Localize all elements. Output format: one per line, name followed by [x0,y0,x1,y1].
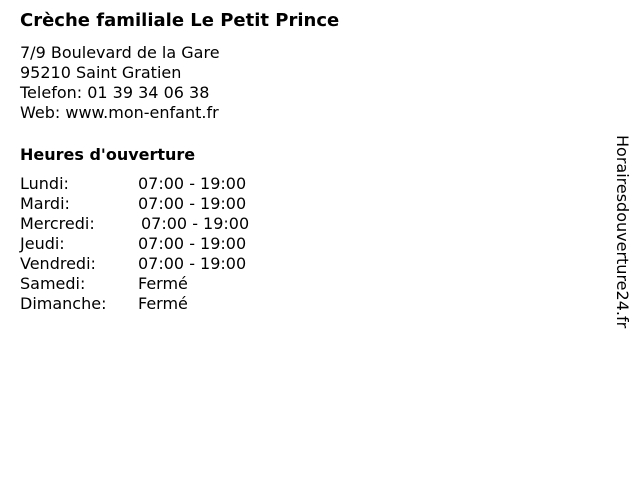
page-title: Crèche familiale Le Petit Prince [20,10,340,31]
hours-row: Mardi: 07:00 - 19:00 [20,194,249,214]
website: Web: www.mon-enfant.fr [20,103,219,122]
time: 07:00 - 19:00 [138,194,247,213]
hours-row: Lundi: 07:00 - 19:00 [20,174,249,194]
hours-row: Jeudi: 07:00 - 19:00 [20,234,249,254]
side-brand: Horairesdouverture24.fr [613,135,632,329]
city: 95210 Saint Gratien [20,63,182,82]
day: Samedi: [20,274,86,293]
time: Fermé [138,274,188,293]
hours-row: Dimanche: Fermé [20,294,249,314]
day: Vendredi: [20,254,96,273]
time: 07:00 - 19:00 [138,254,247,273]
phone: Telefon: 01 39 34 06 38 [20,83,210,102]
time: 07:00 - 19:00 [138,174,247,193]
hours-table: Lundi: 07:00 - 19:00 Mardi: 07:00 - 19:00 … [20,174,249,314]
day: Lundi: [20,174,69,193]
time: 07:00 - 19:00 [138,234,247,253]
day: Mardi: [20,194,70,213]
day: Dimanche: [20,294,107,313]
time: Fermé [138,294,188,313]
day: Mercredi: [20,214,95,233]
street: 7/9 Boulevard de la Gare [20,43,220,62]
address-block: 7/9 Boulevard de la Gare 95210 Saint Gra… [20,43,220,123]
hours-row: Vendredi: 07:00 - 19:00 [20,254,249,274]
hours-row: Mercredi: 07:00 - 19:00 [20,214,249,234]
hours-row: Samedi: Fermé [20,274,249,294]
hours-heading: Heures d'ouverture [20,145,196,164]
time: 07:00 - 19:00 [141,214,250,233]
day: Jeudi: [20,234,65,253]
